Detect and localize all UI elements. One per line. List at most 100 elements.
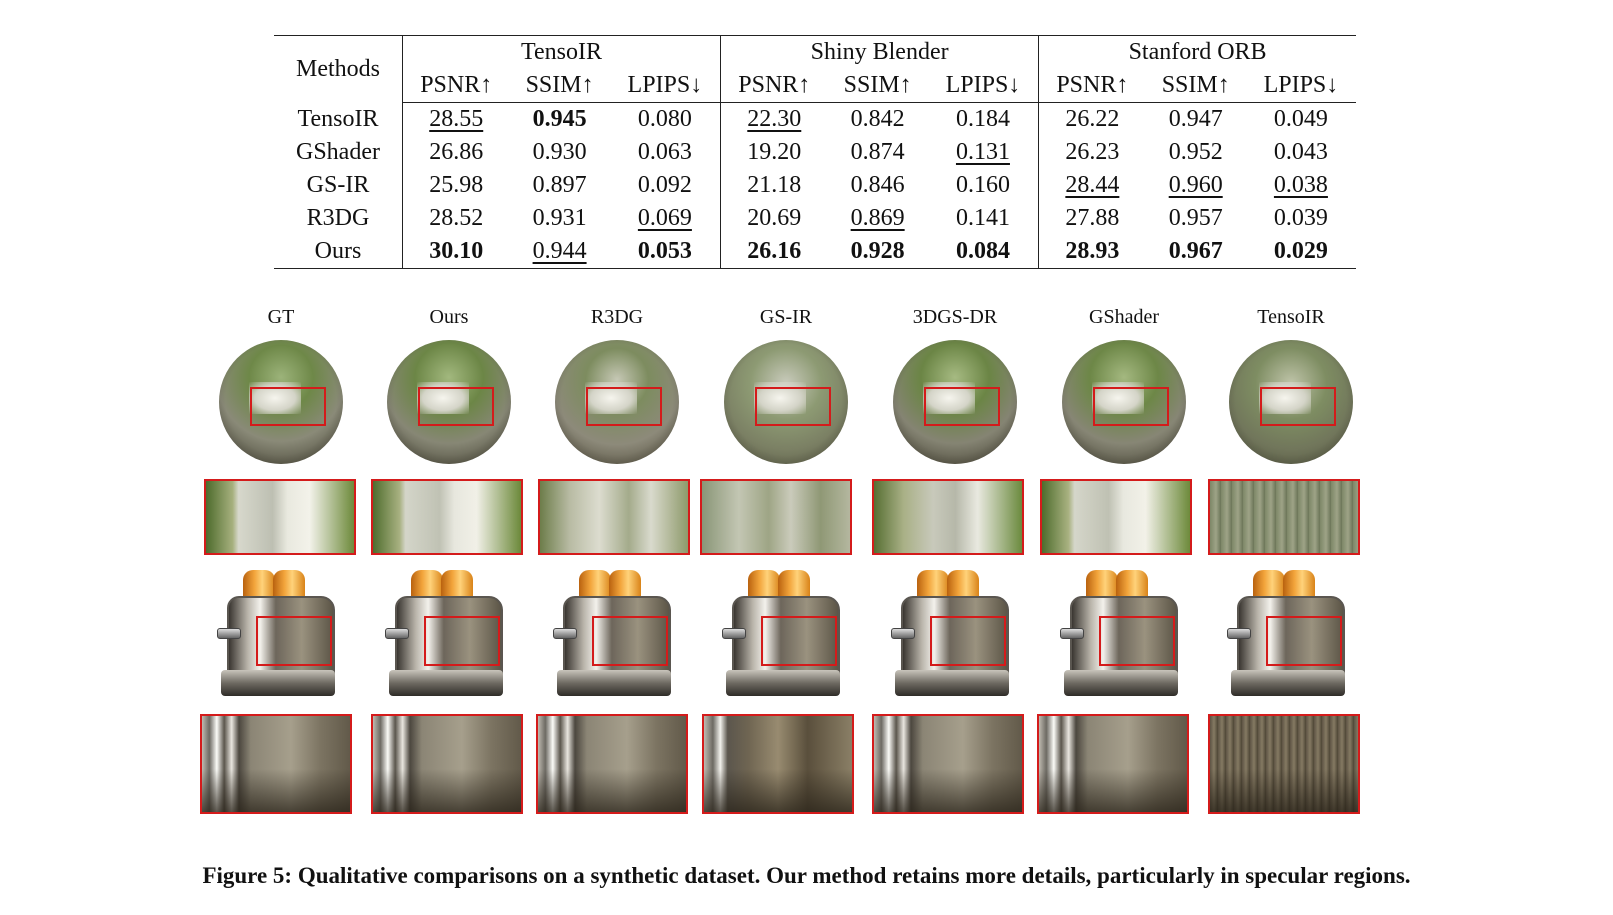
method-name-cell: R3DG bbox=[274, 202, 403, 235]
metric-value-cell: 0.945 bbox=[509, 103, 609, 137]
metric-value-cell: 20.69 bbox=[721, 202, 828, 235]
toaster-render-3dgs-dr bbox=[891, 570, 1011, 700]
metric-value: 0.160 bbox=[955, 172, 1010, 198]
crop-shadow bbox=[1210, 768, 1358, 812]
metric-value-cell: 0.184 bbox=[927, 102, 1040, 136]
metric-value-cell: 0.080 bbox=[609, 102, 722, 136]
metric-header: LPIPS↓ bbox=[927, 68, 1040, 103]
metric-value: 0.038 bbox=[1273, 172, 1328, 198]
metric-value-cell: 0.957 bbox=[1146, 202, 1246, 235]
metric-value-cell: 0.944 bbox=[509, 235, 610, 269]
metric-value: 26.86 bbox=[429, 139, 484, 165]
sphere-render-r3dg bbox=[555, 340, 679, 464]
metric-value-cell: 0.846 bbox=[828, 169, 928, 202]
zoom-region-box bbox=[592, 616, 668, 666]
metric-value-cell: 0.967 bbox=[1145, 235, 1246, 269]
metric-value-cell: 19.20 bbox=[721, 136, 828, 169]
metric-value-cell: 0.842 bbox=[828, 103, 928, 137]
sphere-render-gt bbox=[219, 340, 343, 464]
metric-value: 30.10 bbox=[429, 238, 484, 264]
crop-shadow bbox=[704, 768, 852, 812]
column-label-gs-ir: GS-IR bbox=[759, 306, 813, 328]
toaster-lever bbox=[1060, 628, 1084, 639]
sphere-rim bbox=[1229, 340, 1353, 464]
sphere-rim bbox=[893, 340, 1017, 464]
metric-value-cell: 0.069 bbox=[609, 202, 722, 235]
sphere-zoom-crop-tensoir bbox=[1208, 479, 1360, 555]
toaster-zoom-crop-tensoir bbox=[1208, 714, 1360, 814]
metric-value: 28.55 bbox=[429, 106, 484, 132]
metric-header: LPIPS↓ bbox=[609, 68, 722, 103]
method-name-cell: Ours bbox=[274, 235, 403, 269]
metric-header: SSIM↑ bbox=[509, 68, 610, 103]
zoom-region-box bbox=[930, 616, 1006, 666]
metric-value: 0.930 bbox=[532, 139, 587, 165]
metric-value: 21.18 bbox=[747, 172, 802, 198]
toaster-base bbox=[557, 670, 671, 696]
group-header-shiny-blender: Shiny Blender bbox=[720, 35, 1040, 68]
zoom-region-box bbox=[1099, 616, 1175, 666]
metric-value: 0.952 bbox=[1168, 139, 1223, 165]
zoom-region-box bbox=[1260, 387, 1336, 426]
metric-value-cell: 0.960 bbox=[1146, 169, 1246, 202]
zoom-region-box bbox=[418, 387, 494, 426]
zoom-region-box bbox=[250, 387, 326, 426]
metric-value-cell: 27.88 bbox=[1039, 202, 1146, 235]
methods-header: Methods bbox=[274, 35, 403, 103]
metric-value: 26.22 bbox=[1065, 106, 1120, 132]
metric-value: 0.897 bbox=[532, 172, 587, 198]
column-label-tensoir: TensoIR bbox=[1257, 306, 1325, 328]
toaster-lever bbox=[1227, 628, 1251, 639]
metric-value-cell: 30.10 bbox=[402, 235, 510, 269]
group-header-stanford-orb: Stanford ORB bbox=[1038, 35, 1356, 68]
metric-value-cell: 0.869 bbox=[828, 202, 928, 235]
metric-header: LPIPS↓ bbox=[1245, 68, 1356, 103]
sphere-zoom-crop-gshader bbox=[1040, 479, 1192, 555]
metric-value: 0.874 bbox=[850, 139, 905, 165]
toaster-render-ours bbox=[385, 570, 505, 700]
toaster-zoom-crop-3dgs-dr bbox=[872, 714, 1024, 814]
toaster-zoom-crop-gs-ir bbox=[702, 714, 854, 814]
zoom-region-box bbox=[256, 616, 332, 666]
metric-value-cell: 28.93 bbox=[1038, 235, 1146, 269]
metric-value: 0.945 bbox=[532, 106, 587, 132]
crop-shadow bbox=[202, 768, 350, 812]
metric-value: 0.092 bbox=[637, 172, 692, 198]
method-name-cell: TensoIR bbox=[274, 102, 403, 136]
sphere-render-3dgs-dr bbox=[893, 340, 1017, 464]
toaster-lever bbox=[553, 628, 577, 639]
metric-value: 22.30 bbox=[747, 106, 802, 132]
metric-value: 26.23 bbox=[1065, 139, 1120, 165]
metric-value: 0.053 bbox=[637, 238, 692, 264]
toaster-zoom-crop-ours bbox=[371, 714, 523, 814]
metric-value: 0.931 bbox=[532, 205, 587, 231]
zoom-region-box bbox=[1266, 616, 1342, 666]
table-row: GShader 26.86 0.930 0.063 19.20 0.874 0.131 26.… bbox=[274, 136, 1356, 169]
group-header-tensoir: TensoIR bbox=[402, 35, 722, 68]
metric-value: 0.944 bbox=[532, 238, 587, 264]
toaster-lever bbox=[217, 628, 241, 639]
column-label-gshader: GShader bbox=[1089, 306, 1159, 328]
metric-value-cell: 0.038 bbox=[1246, 169, 1356, 202]
crop-shadow bbox=[373, 768, 521, 812]
crop-shadow bbox=[538, 768, 686, 812]
metric-value-cell: 0.897 bbox=[509, 169, 609, 202]
zoom-region-box bbox=[586, 387, 662, 426]
metric-value-cell: 0.141 bbox=[927, 202, 1040, 235]
metric-value: 28.93 bbox=[1065, 238, 1120, 264]
toaster-base bbox=[726, 670, 840, 696]
toaster-zoom-crop-r3dg bbox=[536, 714, 688, 814]
sphere-zoom-crop-ours bbox=[371, 479, 523, 555]
metric-value-cell: 0.930 bbox=[509, 136, 609, 169]
method-name-cell: GShader bbox=[274, 136, 403, 169]
metric-value: 0.039 bbox=[1273, 205, 1328, 231]
metric-header: PSNR↑ bbox=[720, 68, 828, 103]
metric-value-cell: 0.947 bbox=[1146, 103, 1246, 137]
column-label-r3dg: R3DG bbox=[590, 306, 644, 328]
metric-value: 0.069 bbox=[637, 205, 692, 231]
toaster-render-r3dg bbox=[553, 570, 673, 700]
metric-value: 25.98 bbox=[429, 172, 484, 198]
figure-caption: Figure 5: Qualitative comparisons on a s… bbox=[202, 863, 1411, 888]
zoom-region-box bbox=[755, 387, 831, 426]
metric-value: 0.131 bbox=[955, 139, 1010, 165]
